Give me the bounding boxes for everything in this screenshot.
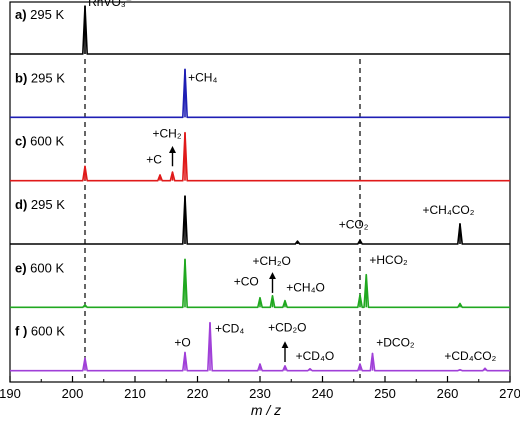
- peak-annotation: +CD₄: [215, 321, 244, 335]
- x-tick-label: 240: [312, 386, 334, 401]
- peak-annotation: +CH₂O: [253, 254, 291, 268]
- x-tick-label: 190: [0, 386, 21, 401]
- spectrum-panel-6: f ) 600 K +O +CD₄ +CD₂O +CD₄O +DCO₂ +CD₄CO₂: [10, 320, 510, 372]
- spectrum-panel-5: e) 600 K +CH₂O +CO +CH₄O +HCO₂: [10, 253, 510, 309]
- spectrum-panel-1: a) 295 K RhVO₃⁻: [10, 0, 510, 55]
- spectrum-panel-4: d) 295 K +CO₂ +CH₄CO₂: [10, 195, 510, 245]
- peak-annotation: RhVO₃⁻: [88, 0, 132, 9]
- peak-annotation: +CO: [234, 275, 259, 289]
- panel-label: f ) 600 K: [15, 324, 65, 339]
- x-tick-label: 270: [499, 386, 520, 401]
- x-tick-label: 260: [437, 386, 459, 401]
- peak-annotation: +HCO₂: [369, 253, 408, 267]
- dashed-reference-lines: [84, 59, 361, 378]
- peak-annotation: +DCO₂: [376, 336, 415, 350]
- spectra-panels: a) 295 K RhVO₃⁻ b) 295 K +CH₄ c) 600 K +CH₂ +C…: [10, 0, 510, 372]
- x-tick-label: 200: [62, 386, 84, 401]
- peak-annotation: +CH₂: [153, 126, 182, 140]
- x-tick-label: 250: [374, 386, 396, 401]
- panel-label: e) 600 K: [15, 260, 64, 275]
- peak-annotation: +O: [174, 336, 190, 350]
- peak-annotation: +CO₂: [339, 218, 369, 232]
- panel-label: c) 600 K: [15, 134, 64, 149]
- x-axis-title: m / z: [251, 402, 281, 418]
- x-tick-label: 230: [249, 386, 271, 401]
- peak-annotation: +CD₄O: [296, 349, 335, 363]
- peak-annotation: +CH₄CO₂: [423, 203, 475, 217]
- spectrum-trace-2: [10, 68, 510, 119]
- spectrum-panel-2: b) 295 K +CH₄: [10, 68, 510, 119]
- panel-label: a) 295 K: [15, 7, 64, 22]
- x-tick-label: 220: [187, 386, 209, 401]
- panel-label: d) 295 K: [15, 197, 65, 212]
- peak-annotation: +C: [146, 152, 162, 166]
- spectrum-trace-5: [10, 258, 510, 309]
- peak-annotation: +CH₄: [188, 70, 217, 84]
- spectrum-panel-3: c) 600 K +CH₂ +C: [10, 126, 510, 182]
- peak-annotation: +CD₄CO₂: [444, 349, 496, 363]
- x-axis: 190 200 210 220 230 240 250 260 270: [0, 376, 520, 401]
- peak-annotation: +CD₂O: [268, 320, 306, 334]
- x-tick-label: 210: [124, 386, 146, 401]
- panel-label: b) 295 K: [15, 70, 65, 85]
- peak-annotation: +CH₄O: [286, 280, 325, 294]
